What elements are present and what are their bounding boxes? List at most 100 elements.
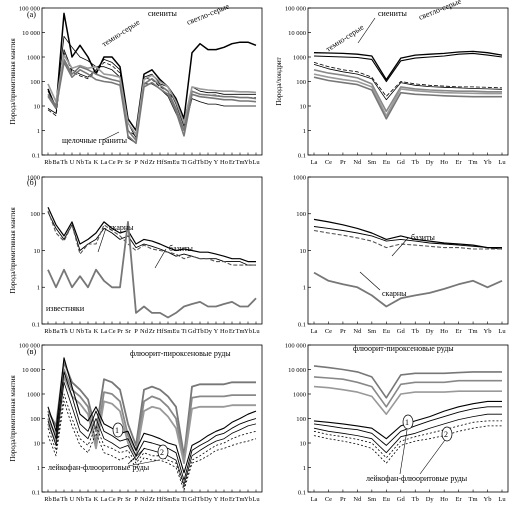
x-tick-label: Ba: [52, 328, 59, 335]
leucophane-leader-ree-2: [419, 439, 446, 475]
leucophane-leader-2: [127, 459, 161, 467]
leucophane-leader-ree-1: [399, 429, 408, 475]
panel-a-left: 0.1 1 10 100 1000 10 000 100 000 Rb Ba Th U Nb Ta K La…: [9, 5, 263, 166]
series-line-0: [313, 50, 503, 81]
x-tick-label: Nb: [76, 159, 84, 166]
x-tick-label: Tb: [412, 496, 419, 503]
x-tick-label: Nd: [353, 159, 362, 166]
x-tick-label: Ce: [108, 159, 115, 166]
x-tick-label: Nd: [353, 328, 362, 335]
x-tick-label: Ta: [85, 496, 92, 503]
x-tick-label: Dy: [204, 328, 213, 335]
x-tick-label: Tm: [469, 496, 478, 503]
series-line-5: [313, 73, 502, 117]
y-tick-label: 1: [37, 128, 40, 135]
x-tick-label: Eu: [383, 328, 391, 335]
y-tick-label: 100: [296, 416, 306, 423]
syenite-label: сиениты: [148, 9, 177, 18]
y-tick-label: 1: [303, 128, 306, 135]
x-tick-label: Tm: [235, 328, 244, 335]
basite-label-ree: базиты: [411, 233, 436, 242]
y-tick-label: 100 000: [285, 342, 306, 349]
series-line-3: [47, 357, 257, 474]
x-tick-label: Dy: [204, 159, 213, 166]
x-tick-label: Ti: [181, 159, 187, 166]
x-tick-label: Sm: [164, 159, 173, 166]
x-tick-label: Tm: [235, 159, 244, 166]
x-tick-label: Ba: [52, 496, 59, 503]
x-tick-label: Tm: [469, 328, 478, 335]
x-tick-label: Ho: [440, 159, 448, 166]
fluorite-pyroxene-label: флюорит-пироксеновые руды: [130, 349, 231, 358]
x-tick-label: La: [311, 159, 318, 166]
x-tick-label: Rb: [44, 496, 52, 503]
x-tick-label: Hf: [157, 159, 165, 166]
series-line-2: [47, 210, 256, 266]
y-tick-label: 0.1: [298, 321, 306, 328]
x-tick-label: Gd: [188, 496, 197, 503]
series-line-1: [47, 212, 256, 266]
series-line-1: [313, 52, 503, 83]
x-tick-label: Th: [60, 496, 68, 503]
y-tick-label: 100: [30, 211, 40, 218]
x-tick-label: Yb: [484, 496, 492, 503]
leucophane-leader-1: [127, 447, 146, 465]
series-line-1: [313, 226, 503, 250]
x-tick-label: Nd: [140, 328, 149, 335]
limestone-label: известняки: [46, 304, 85, 313]
x-tick-label: Nb: [76, 496, 84, 503]
x-tick-label: Tb: [196, 496, 203, 503]
x-tick-label: Er: [229, 159, 236, 166]
x-tick-label: La: [101, 496, 108, 503]
y-tick-label: 1000: [293, 391, 306, 398]
x-tick-label: Hf: [157, 328, 165, 335]
x-tick-label: Tb: [412, 328, 419, 335]
x-tick-label: P: [134, 496, 138, 503]
y-axis-label: Порода/хондрит: [275, 57, 283, 105]
x-tick-label: Lu: [252, 159, 260, 166]
x-tick-label: Lu: [252, 496, 260, 503]
y-tick-label: 1: [37, 465, 40, 472]
x-tick-label: Gd: [397, 328, 406, 335]
fluorite-pyroxene-label-ree: флюорит-пироксеновые руды: [353, 344, 454, 353]
y-tick-label: 10: [300, 248, 307, 255]
series-line-2: [313, 62, 503, 97]
y-tick-label: 1: [303, 465, 306, 472]
skarn-leader-ree: [359, 271, 381, 291]
x-tick-label: Sr: [125, 328, 132, 335]
basite-leader-ree: [391, 237, 409, 257]
group-1-marker: [112, 422, 124, 438]
group-1-label: 1: [115, 426, 119, 435]
x-tick-label: Sm: [368, 159, 377, 166]
x-tick-label: Y: [214, 328, 219, 335]
x-tick-label: Ta: [85, 159, 92, 166]
x-tick-label: K: [94, 496, 99, 503]
x-tick-label: Er: [456, 496, 463, 503]
x-tick-label: Pr: [117, 159, 124, 166]
series-line-6: [47, 393, 257, 489]
x-tick-label: Ta: [85, 328, 92, 335]
y-tick-label: 100 000: [19, 342, 40, 349]
y-tick-label: 0.1: [32, 152, 40, 159]
x-tick-label: K: [94, 328, 99, 335]
x-tick-label: U: [70, 159, 75, 166]
x-tick-label: Tm: [469, 159, 478, 166]
x-tick-label: Ho: [440, 328, 448, 335]
series-line-4: [313, 69, 502, 113]
x-tick-label: Yb: [484, 328, 492, 335]
panel-a-right: 0.1 1 10 100 1000 10 000 100 000 La Ce Pr Nd Sm Eu Gd…: [275, 5, 509, 166]
x-tick-label: P: [134, 328, 138, 335]
series-line-0: [47, 361, 256, 457]
group-2-label: 2: [160, 448, 164, 457]
series-line-2: [313, 229, 502, 250]
y-tick-label: 1: [37, 285, 40, 292]
x-tick-label: Eu: [172, 496, 180, 503]
x-tick-label: Er: [229, 496, 236, 503]
series-line-6: [313, 420, 502, 459]
x-tick-label: La: [101, 159, 108, 166]
y-tick-label: 0.1: [298, 489, 306, 496]
x-tick-label: Eu: [383, 496, 391, 503]
y-axis-label: Порода/примитивная мантия: [9, 207, 17, 294]
series-line-4: [47, 371, 257, 481]
